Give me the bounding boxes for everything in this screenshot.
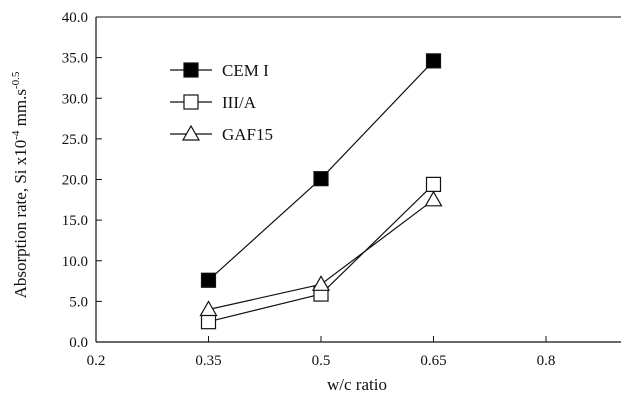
tick-marks [95,16,547,343]
x-tick-label-0-2: 0.2 [87,353,106,369]
legend: CEM I III/A GAF15 [170,61,273,144]
legend-marker-cem-i [183,62,199,78]
series-layer [199,53,443,330]
data-point-cem-i-0-5 [313,171,329,187]
data-point-iii-a-0-65 [425,176,442,192]
y-tick-label-15-0: 15.0 [62,213,88,229]
legend-label-iii-a: III/A [222,93,257,112]
data-point-gaf15-0-65 [424,190,443,207]
legend-label-gaf15: GAF15 [222,125,273,144]
x-axis-title: w/c ratio [327,375,387,394]
x-tick-label-0-5: 0.5 [312,353,331,369]
y-axis-title-unit: mm.s [11,89,30,131]
legend-marker-iii-a [183,94,199,110]
legend-item-gaf15: GAF15 [170,124,273,144]
y-axis-title-exponent-2: -0.5 [10,71,22,89]
x-tick-label-0-35: 0.35 [195,353,221,369]
y-tick-label-35-0: 35.0 [62,51,88,67]
y-tick-label-30-0: 30.0 [62,91,88,107]
y-tick-label-40-0: 40.0 [62,10,88,26]
series-gaf15 [199,190,443,317]
series-iii-a [200,176,442,330]
x-tick-label-0-65: 0.65 [420,353,446,369]
data-point-gaf15-0-5 [311,275,331,291]
axes [95,16,621,343]
legend-item-cem-i: CEM I [170,61,269,80]
legend-item-iii-a: III/A [170,93,257,112]
data-point-iii-a-0-35 [200,314,217,330]
y-axis-title-exponent-1: -4 [10,130,22,140]
legend-marker-gaf15 [181,124,201,141]
y-axis-title-main: Absorption rate, Si x10 [11,140,30,299]
legend-label-cem-i: CEM I [222,61,269,80]
y-tick-label-5-0: 5.0 [69,294,88,310]
y-axis-title: Absorption rate, Si x10-4 mm.s-0.5 [10,71,30,298]
data-point-cem-i-0-35 [200,272,217,288]
y-tick-label-0-0: 0.0 [69,335,88,351]
data-point-gaf15-0-35 [199,300,218,317]
series-cem-i [200,53,442,288]
y-tick-label-10-0: 10.0 [62,254,88,270]
tick-labels: 0.0 5.0 10.0 15.0 20.0 25.0 30.0 35.0 40.0 0.2 0.3… [62,10,556,369]
y-tick-label-25-0: 25.0 [62,132,88,148]
x-tick-label-0-8: 0.8 [537,353,556,369]
y-tick-label-20-0: 20.0 [62,173,88,189]
data-point-cem-i-0-65 [425,53,442,69]
